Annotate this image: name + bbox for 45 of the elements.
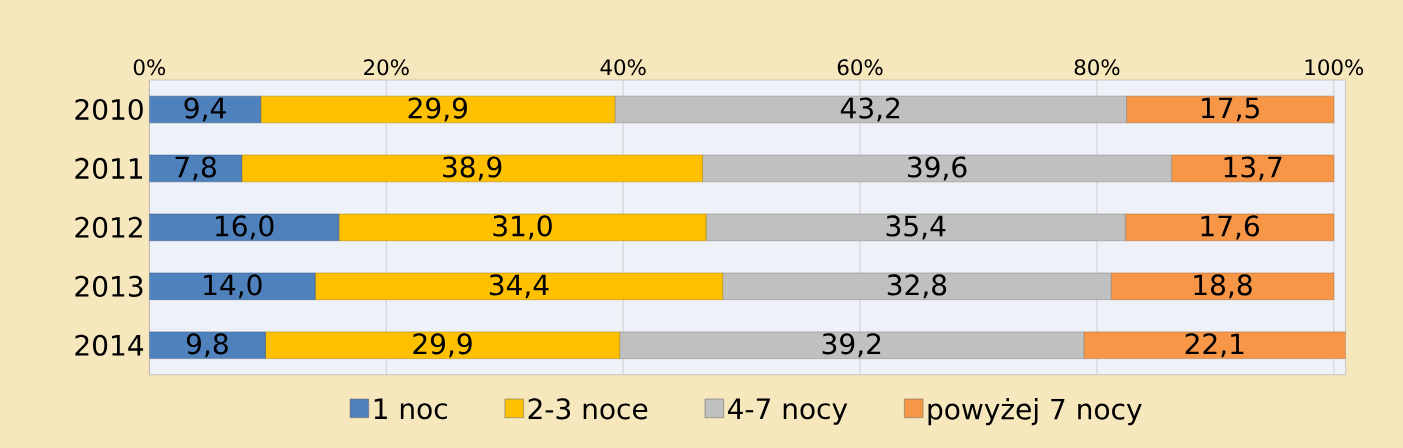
y-tick-label: 2011 (75, 157, 143, 179)
bar (314, 272, 723, 300)
legend-label: powyżej 7 nocy (928, 397, 1142, 426)
data-label: 13,7 (1224, 156, 1282, 181)
x-tick-label: 100% (1305, 59, 1364, 76)
y-tick-label: 2014 (75, 334, 144, 356)
x-tick-label: 20% (364, 59, 409, 76)
data-label: 18,8 (1194, 274, 1252, 299)
bar (260, 95, 616, 124)
data-label: 17,5 (1202, 97, 1259, 122)
x-tick-label: 0% (133, 59, 166, 76)
x-tick-label: 40% (600, 59, 646, 76)
data-label: 32,8 (887, 274, 947, 299)
bar (722, 272, 1112, 300)
bar (614, 95, 1127, 124)
data-label: 16,0 (216, 215, 274, 240)
x-tick-label: 60% (837, 59, 883, 76)
bar (241, 154, 703, 182)
data-label: 39,2 (822, 333, 881, 358)
data-label: 39,6 (907, 156, 967, 181)
data-label: 38,9 (443, 156, 502, 181)
data-label: 22,1 (1185, 333, 1244, 358)
y-tick-label: 2012 (75, 216, 142, 238)
data-label: 34,4 (489, 274, 549, 299)
data-label: 7,8 (175, 156, 216, 181)
y-tick-label: 2010 (75, 98, 143, 121)
y-tick-label: 2013 (75, 275, 143, 297)
data-label: 17,6 (1201, 215, 1259, 240)
x-tick-label: 80% (1074, 59, 1120, 76)
data-label: 31,0 (493, 215, 552, 240)
bar (338, 213, 707, 241)
data-label: 9,4 (184, 97, 226, 122)
legend-label: 2-3 noce (528, 398, 648, 420)
bar (265, 331, 620, 359)
data-label: 29,9 (408, 97, 467, 122)
bar (619, 331, 1085, 359)
data-label: 35,4 (886, 215, 946, 240)
data-label: 43,2 (840, 97, 900, 122)
bar (702, 154, 1172, 182)
data-label: 9,8 (186, 333, 228, 358)
legend-label: 1 noc (374, 398, 447, 420)
data-label: 14,0 (204, 274, 262, 299)
data-label: 29,9 (413, 333, 472, 358)
bar (705, 213, 1126, 241)
legend-label: 4-7 nocy (727, 398, 848, 425)
